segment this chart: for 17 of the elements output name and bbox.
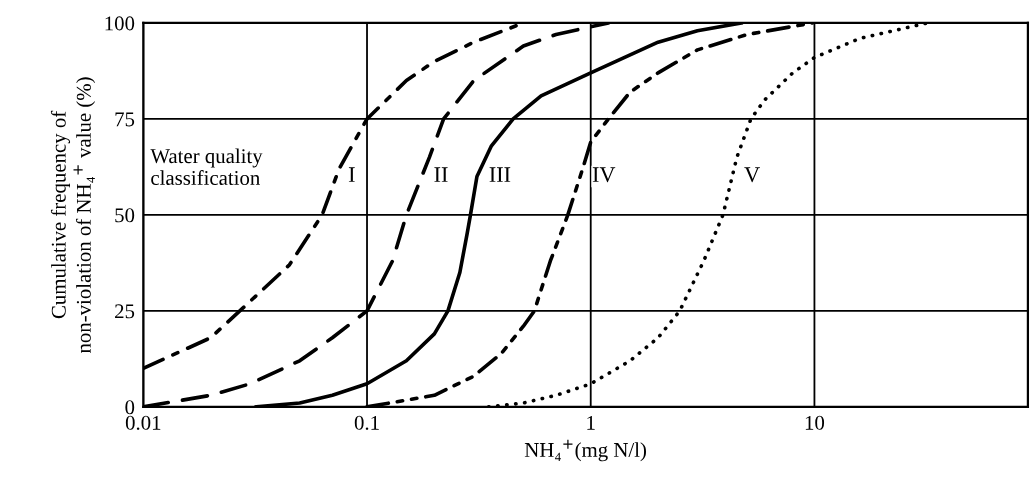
y-tick-label: 0 xyxy=(125,400,135,415)
y-tick-label: 75 xyxy=(115,112,135,127)
y-tick-label: 50 xyxy=(115,208,135,223)
y-axis-title: Cumulative frequency of non-violation of NH₄$^{+}$ value (%) xyxy=(50,77,96,354)
x-tick-label: 0.01 xyxy=(125,415,161,430)
x-tick-label: 10 xyxy=(805,415,825,430)
x-tick-label: 1 xyxy=(587,415,595,430)
series-label: I xyxy=(348,167,355,182)
y-tick-label: 100 xyxy=(105,16,135,31)
y-tick-label: 25 xyxy=(115,304,135,319)
annotation: Water quality classification xyxy=(150,148,263,185)
series-label: IV xyxy=(592,167,616,183)
series-label: III xyxy=(489,167,511,182)
series-label: V xyxy=(744,167,760,183)
x-tick-label: 0.1 xyxy=(354,415,379,430)
series-label: II xyxy=(434,167,448,182)
x-axis-title: NH₄$^{+}$(mg N/l) xyxy=(524,439,647,462)
